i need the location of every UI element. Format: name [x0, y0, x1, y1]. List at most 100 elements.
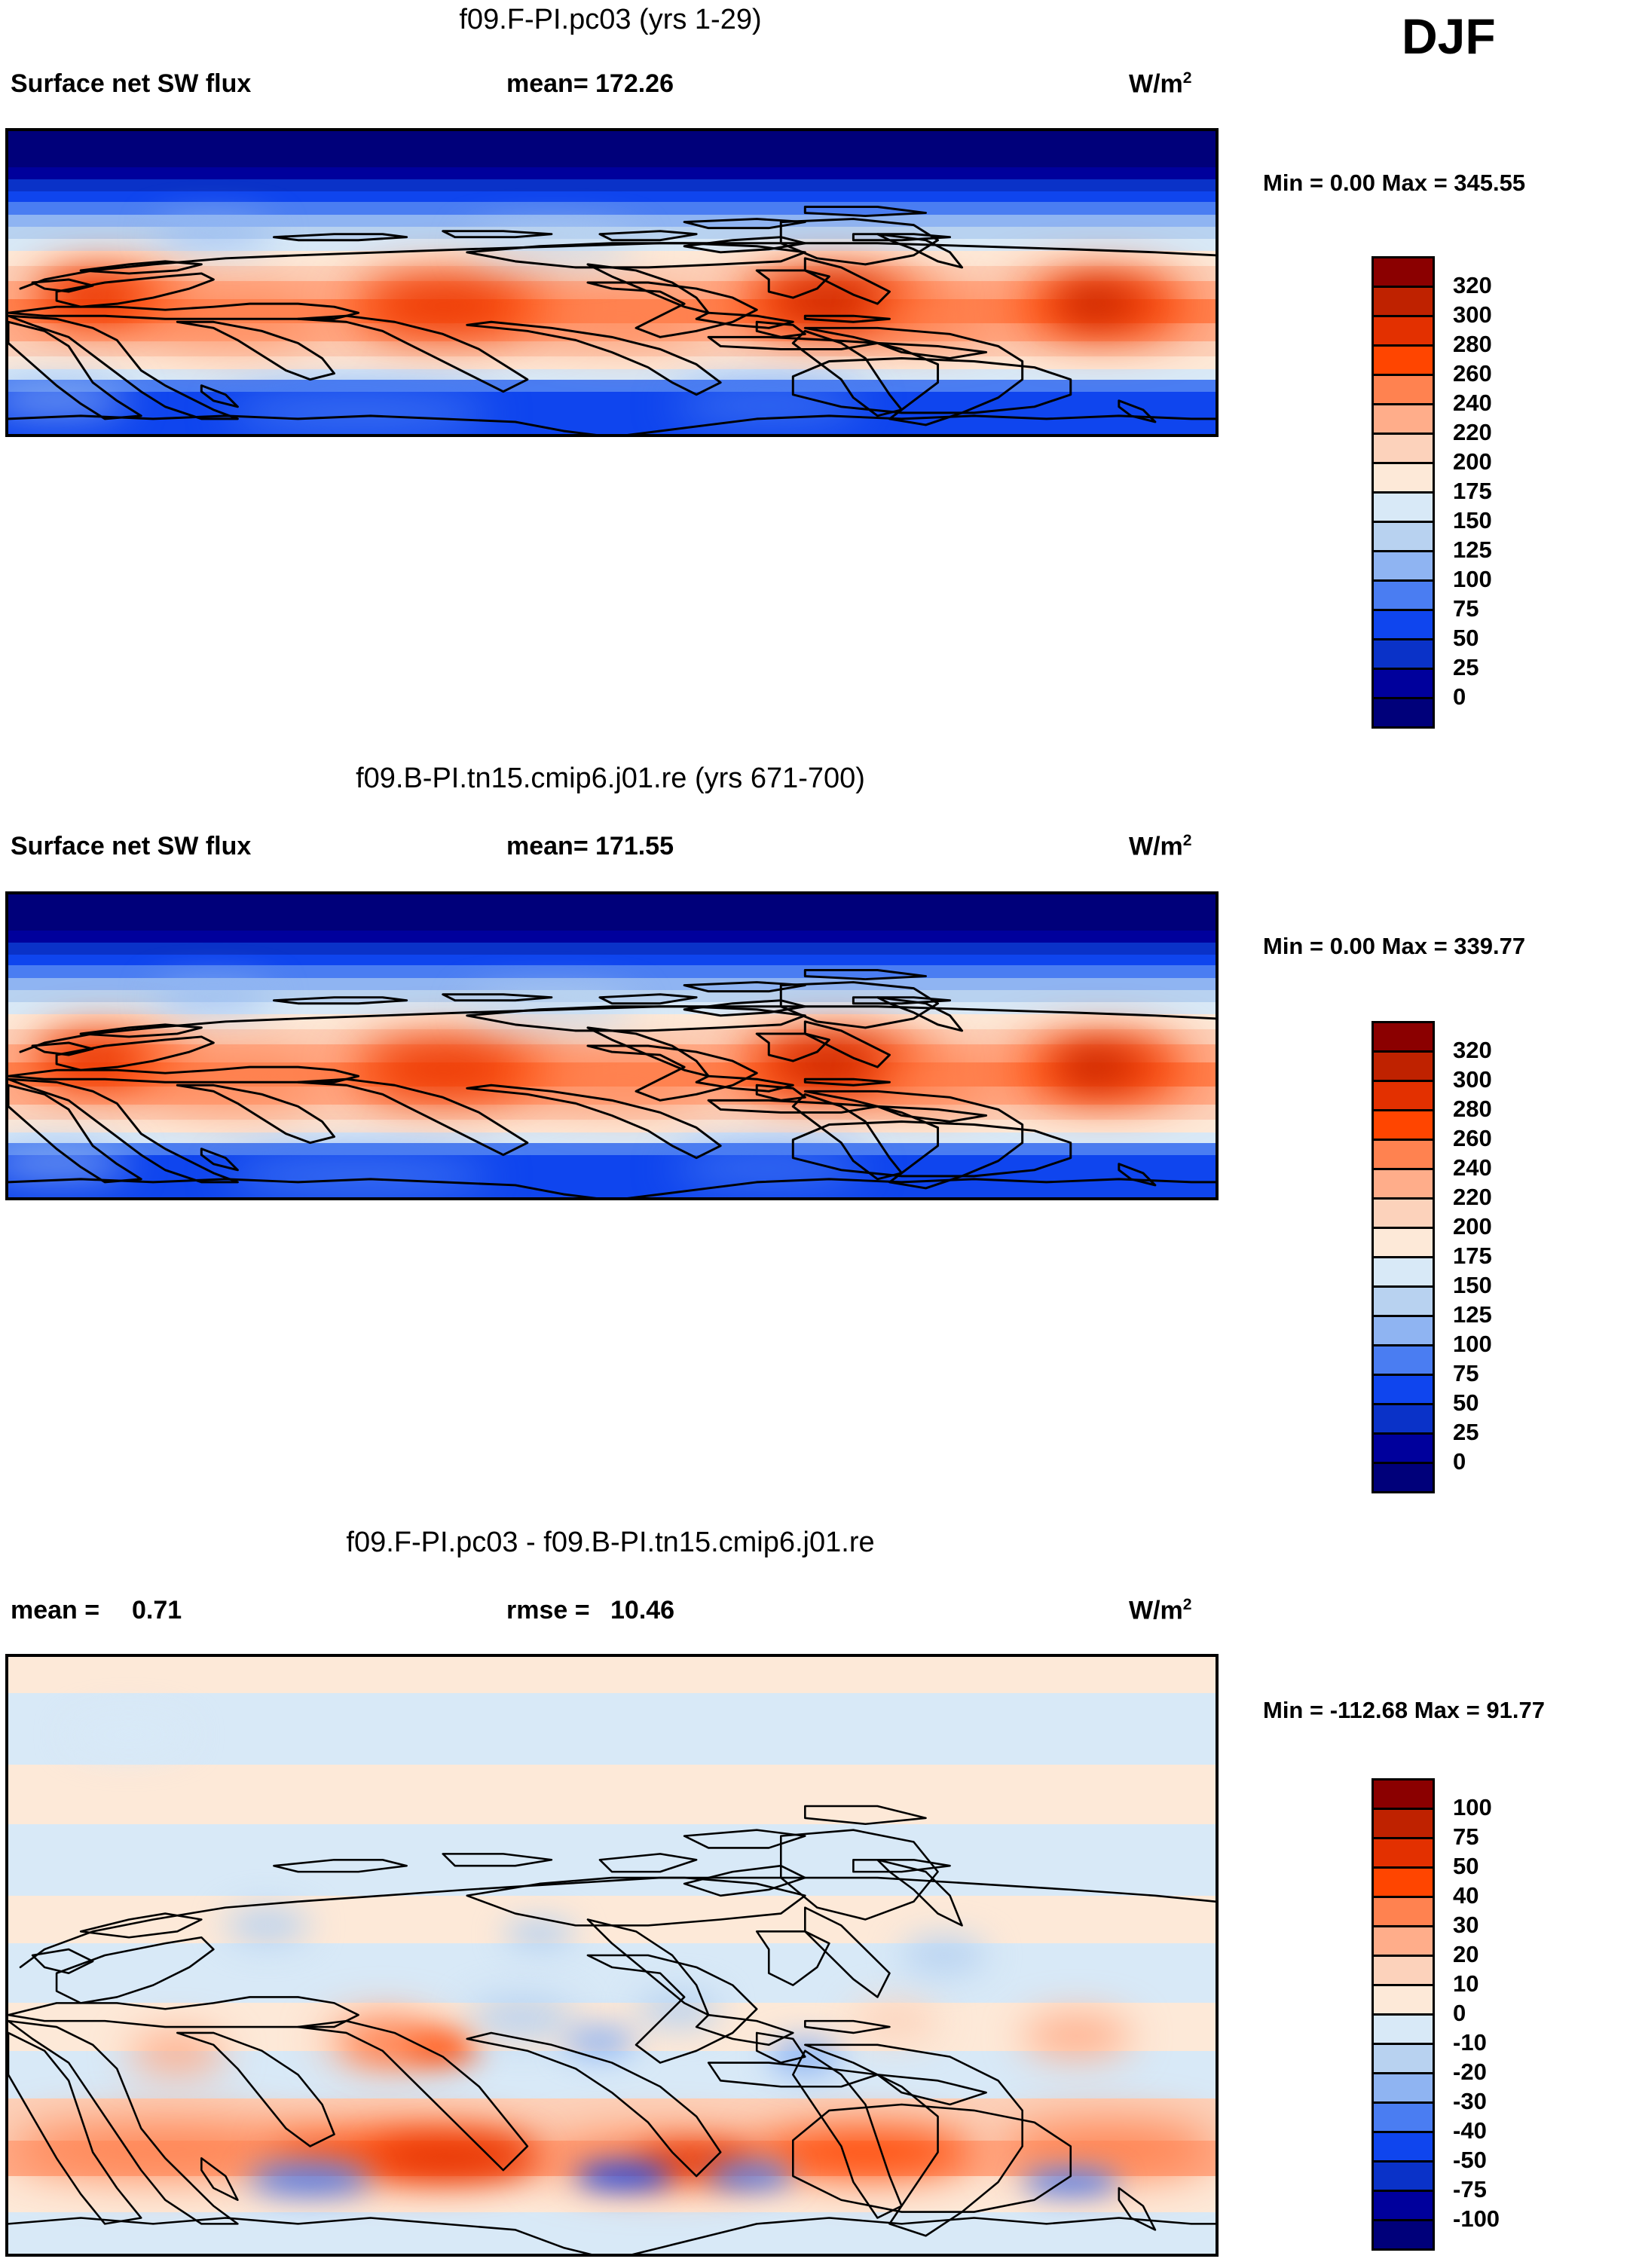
lat-band	[8, 1764, 1216, 1824]
coastline-path	[8, 1996, 359, 2028]
coastline-overlay-3	[8, 1805, 1216, 2254]
coastline-path	[683, 999, 806, 1017]
field-feature	[708, 2164, 794, 2188]
lat-band	[8, 1692, 1216, 1765]
coastline-group	[8, 1805, 1216, 2254]
coastline-overlay-2	[8, 969, 1216, 1197]
lat-band	[8, 191, 1216, 203]
colorbar-swatch	[1374, 1082, 1433, 1111]
coastline-path	[779, 1829, 939, 1921]
colorbar-1-bar	[1371, 256, 1435, 729]
colorbar-swatch	[1374, 1780, 1433, 1810]
panel-3-stat2-label: rmse =	[506, 1596, 590, 1625]
lat-band	[8, 1029, 1216, 1044]
coastline-path	[791, 329, 903, 417]
coastline-path	[297, 2019, 529, 2172]
colorbar-swatch	[1374, 523, 1433, 552]
colorbar-tick-label: 100	[1453, 1331, 1492, 1357]
colorbar-tick-label: 25	[1453, 654, 1479, 680]
colorbar-tick-label: 25	[1453, 1419, 1479, 1445]
coastline-path	[695, 311, 794, 329]
coastline-path	[598, 230, 698, 242]
map-panel-3[interactable]	[5, 1654, 1219, 2257]
lat-band	[8, 894, 1216, 931]
coastline-path	[8, 414, 1216, 434]
lat-band	[8, 167, 1216, 180]
colorbar-swatch	[1374, 552, 1433, 582]
coastline-path	[8, 2019, 239, 2225]
colorbar-tick-label: 75	[1453, 1360, 1479, 1386]
field-feature	[225, 1907, 310, 1944]
panel-3-units: W/m2	[1129, 1596, 1192, 1625]
colorbar-swatch	[1374, 376, 1433, 405]
coastline-path	[876, 233, 964, 269]
coastline-path	[804, 1805, 927, 1826]
coastline-path	[803, 206, 928, 218]
coastline-path	[466, 320, 722, 396]
colorbar-swatch	[1374, 1200, 1433, 1229]
coastline-path	[1118, 2187, 1157, 2231]
colorbar-tick-label: 240	[1453, 1154, 1492, 1181]
colorbar-swatch	[1374, 1288, 1433, 1317]
coastline-path	[803, 257, 891, 305]
field-feature	[901, 1937, 986, 1973]
field-feature	[853, 2003, 938, 2039]
colorbar-swatch	[1374, 2163, 1433, 2192]
lat-band	[8, 368, 1216, 380]
coastline-path	[466, 2031, 722, 2178]
panel-2-stat-value: 171.55	[595, 832, 674, 860]
colorbar-swatch	[1374, 1376, 1433, 1405]
coastline-path	[803, 969, 928, 981]
colorbar-swatch	[1374, 1111, 1433, 1141]
map-panel-1[interactable]	[5, 128, 1219, 437]
colorbar-tick-label: 75	[1453, 1823, 1479, 1850]
coastline-path	[876, 1858, 963, 1927]
colorbar-swatch	[1374, 317, 1433, 347]
coastline-path	[200, 384, 239, 408]
panel-3-title: f09.F-PI.pc03 - f09.B-PI.tn15.cmip6.j01.…	[346, 1527, 875, 1558]
colorbar-tick-label: 10	[1453, 1970, 1479, 1997]
colorbar-tick-label: 0	[1453, 683, 1466, 710]
colorbar-tick-label: -30	[1453, 2088, 1487, 2114]
colorbar-swatch	[1374, 1435, 1433, 1464]
colorbar-tick-label: -10	[1453, 2029, 1487, 2056]
coastline-path	[707, 2062, 879, 2088]
coastline-path	[200, 1148, 239, 1172]
lat-band	[8, 379, 1216, 392]
colorbar-tick-label: 75	[1453, 595, 1479, 622]
field-feature	[225, 397, 491, 428]
colorbar-tick-label: 175	[1453, 478, 1492, 504]
lat-band	[8, 1132, 1216, 1143]
colorbar-tick-label: 300	[1453, 1066, 1492, 1093]
colorbar-tick-label: 125	[1453, 536, 1492, 563]
panel-1-minmax: Min = 0.00 Max = 345.55	[1263, 170, 1526, 196]
map-2-field	[8, 894, 1216, 1197]
field-feature	[8, 385, 130, 413]
colorbar-swatch	[1374, 1898, 1433, 1927]
coastline-path	[1118, 1163, 1157, 1187]
coastline-path	[586, 1044, 758, 1102]
coastline-path	[55, 272, 215, 308]
coastline-path	[79, 1023, 203, 1038]
colorbar-swatch	[1374, 1229, 1433, 1258]
colorbar-swatch	[1374, 611, 1433, 640]
colorbar-swatch	[1374, 2192, 1433, 2221]
panel-3-stat2-value: 10.46	[610, 1596, 675, 1625]
colorbar-tick-label: 200	[1453, 1213, 1492, 1239]
coastline-path	[442, 230, 553, 239]
colorbar-swatch	[1374, 2045, 1433, 2074]
lat-band	[8, 1657, 1216, 1693]
coastline-path	[8, 1077, 239, 1184]
colorbar-swatch	[1374, 2074, 1433, 2104]
coastline-path	[791, 1093, 903, 1181]
map-panel-2[interactable]	[5, 891, 1219, 1200]
panel-3-units-text: W/m	[1129, 1596, 1183, 1625]
lat-band	[8, 214, 1216, 227]
colorbar-tick-label: 240	[1453, 390, 1492, 416]
colorbar-tick-label: 200	[1453, 448, 1492, 475]
lat-band	[8, 131, 1216, 168]
field-feature	[466, 1997, 576, 2039]
coastline-path	[876, 341, 988, 359]
colorbar-swatch	[1374, 640, 1433, 670]
colorbar-tick-label: 220	[1453, 419, 1492, 445]
